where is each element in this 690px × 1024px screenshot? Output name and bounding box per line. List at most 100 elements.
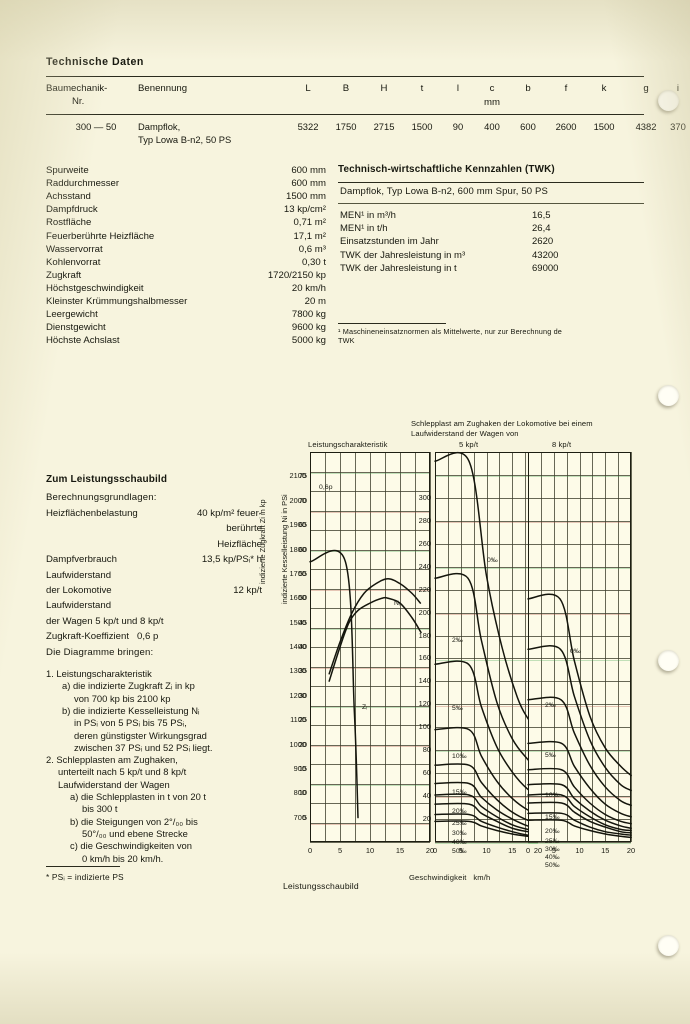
gridline-horizontal	[528, 727, 631, 729]
gridline-horizontal	[310, 842, 430, 843]
curve-label: 10‰	[452, 753, 467, 760]
spec-item-label: Achsstand	[46, 191, 91, 203]
leistung-list-item: von 700 kp bis 2100 kp	[74, 692, 171, 704]
y-axis-tick: 1100	[290, 715, 306, 725]
gridline-horizontal	[528, 750, 631, 752]
plot-area: 0‰ 2‰ 5‰ 10‰ 15‰ 20‰ 25‰ 30‰ 40‰ 50‰	[527, 452, 632, 869]
gridline-ghost	[435, 843, 538, 845]
gridline-horizontal	[310, 549, 430, 551]
curve-label: 20‰	[452, 808, 467, 815]
gridline-horizontal	[435, 566, 538, 568]
twk-item-value: 43200	[532, 249, 559, 261]
spec-item: Zugkraft 1720/2150 kp	[46, 269, 326, 282]
spec-row-value-l: 90	[452, 121, 464, 132]
leistung-basis-line: berührte	[46, 523, 276, 538]
curve-label: 10‰	[545, 792, 560, 799]
curve-25	[527, 793, 632, 832]
leistung-basis-line: Laufwiderstand	[46, 600, 276, 615]
leistung-basis-label: Laufwiderstand	[46, 569, 112, 581]
gridline-horizontal	[528, 704, 631, 706]
leistung-diagrams-heading: Die Diagramme bringen:	[46, 647, 154, 658]
gridline-horizontal	[310, 744, 430, 746]
gridline-horizontal	[528, 589, 631, 591]
y-axis-secondary-tick: 40	[298, 642, 307, 651]
spec-item-label: Spurweite	[46, 165, 89, 176]
spec-header-unit: mm	[484, 97, 500, 108]
curve-layer	[309, 549, 422, 819]
gridline-horizontal	[528, 819, 631, 821]
twk-item-value: 16,5	[532, 210, 551, 221]
gridline-vertical	[486, 452, 488, 842]
leistung-footnote-rule	[46, 866, 120, 867]
chart-title: Leistungscharakteristik	[308, 440, 388, 449]
spec-header-dim-i: i	[676, 83, 680, 94]
spec-item-label: Höchstgeschwindigkeit	[46, 282, 144, 294]
chart-schlepplast-8kpt: 0‰ 2‰ 5‰ 10‰ 15‰ 20‰ 25‰ 30‰ 40‰ 50‰ 0 5 10 15 20 8 kp/…	[526, 440, 690, 902]
leistung-basis-line: der Wagen 5 kp/t und 8 kp/t	[46, 616, 276, 631]
curve-label: 50‰	[545, 862, 560, 869]
spec-item: Feuerberührte Heizfläche 17,1 m²	[46, 230, 326, 243]
spec-item-value: 0,30 t	[301, 256, 326, 268]
spec-item-value: 13 kp/cm²	[283, 204, 326, 216]
gridline-horizontal	[435, 727, 538, 729]
y-axis-tick: 40	[422, 791, 431, 801]
gridline-vertical	[473, 452, 475, 842]
spec-item-value: 9600 kg	[291, 322, 326, 334]
curve-label: 25‰	[545, 838, 560, 845]
plot-frame	[528, 452, 631, 842]
twk-item: TWK der Jahresleistung in m³ 43200	[340, 250, 640, 263]
spec-header-nr-line1: Baumechanik-	[46, 83, 108, 94]
punch-hole-middle	[658, 385, 679, 406]
gridline-horizontal	[435, 842, 538, 843]
spec-header-dim-c: c	[489, 83, 495, 94]
figure-group-title-line2: Laufwiderstand der Wagen von	[411, 429, 519, 438]
curve-20	[434, 781, 539, 829]
punch-hole-lower	[658, 650, 679, 671]
x-axis-tick: 15	[395, 846, 405, 855]
curve-10	[434, 726, 539, 815]
leistung-basis-label: Laufwiderstand	[46, 600, 112, 612]
gridline-horizontal	[310, 705, 430, 707]
gridline-horizontal	[310, 764, 430, 765]
x-axis-tick: 20	[533, 846, 543, 855]
spec-row-value-B: 1750	[335, 121, 357, 132]
gridline-horizontal	[435, 681, 538, 683]
y-axis-tick: 180	[418, 630, 431, 640]
gridline-vertical	[553, 452, 555, 842]
curve-30	[434, 802, 539, 834]
leistung-basis-value: 12 kp/t	[233, 585, 262, 596]
spec-row-value-k: 1500	[593, 121, 615, 132]
gridline-horizontal	[310, 471, 430, 473]
spec-row-value-f: 2600	[555, 121, 577, 132]
y-axis-tick: 1200	[289, 690, 306, 700]
y-axis-secondary-tick: 25	[298, 715, 307, 725]
y-axis-tick: 260	[418, 538, 431, 548]
spec-item-label: Dienstgewicht	[46, 322, 106, 334]
gridline-vertical	[525, 452, 527, 842]
leistung-heading: Zum Leistungsschaubild	[46, 474, 168, 485]
spec-item-label: Zugkraft	[46, 269, 82, 281]
leistung-basis-label: Dampfverbrauch	[46, 554, 117, 566]
gridline-horizontal	[310, 803, 430, 804]
twk-rule-top	[338, 182, 644, 183]
y-axis-secondary-tick: 15	[298, 763, 307, 773]
leistung-basis-value: 13,5 kp/PSᵢ* h	[201, 554, 262, 566]
leistung-list-item: unterteilt nach 5 kp/t und 8 kp/t	[58, 766, 187, 778]
curve-label: 30‰	[545, 846, 560, 853]
gridline-horizontal	[435, 612, 538, 614]
gridline-horizontal	[435, 750, 538, 752]
x-axis-tick: 10	[365, 846, 375, 855]
leistung-list-item: 50°/₀₀ und ebene Strecke	[82, 827, 188, 839]
gridline-horizontal	[528, 474, 631, 476]
gridline-vertical	[631, 452, 632, 842]
page-title: Technische Daten	[46, 56, 144, 68]
twk-title: Technisch-wirtschaftliche Kennzahlen (TW…	[338, 164, 555, 175]
spec-row-value-j: 370	[686, 121, 690, 132]
y-axis-tick: 1600	[289, 593, 306, 603]
curve-06p	[309, 549, 359, 819]
spec-item-value: 1500 mm	[286, 191, 326, 203]
y-axis-secondary-tick: 75	[298, 471, 307, 481]
gridline-horizontal	[435, 497, 538, 499]
gridline-vertical	[579, 452, 581, 842]
spec-item-label: Kohlenvorrat	[46, 256, 101, 268]
